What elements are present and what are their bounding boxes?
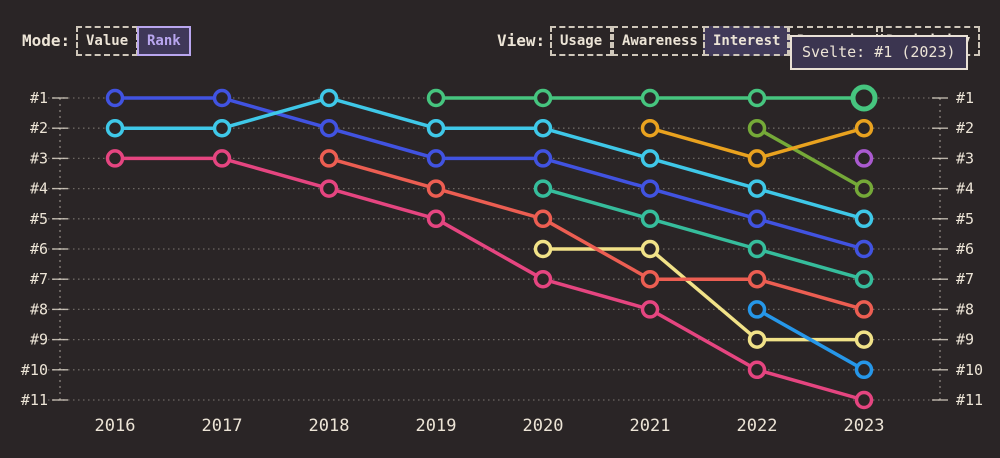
series-line-blue <box>113 96 866 251</box>
y-axis-label-right: #11 <box>956 391 983 409</box>
data-point-pink[interactable] <box>105 149 125 168</box>
y-axis-label-left: #10 <box>21 361 48 379</box>
data-point-cyan[interactable] <box>426 118 446 138</box>
x-axis-label: 2019 <box>416 416 457 436</box>
y-axis-label-right: #3 <box>956 149 974 167</box>
data-point-cyan[interactable] <box>854 209 874 229</box>
data-point-salmon[interactable] <box>426 179 446 198</box>
series-line-lime <box>755 126 866 191</box>
data-point-salmon[interactable] <box>747 269 767 289</box>
data-point-yellow[interactable] <box>854 330 874 349</box>
data-point-blue[interactable] <box>640 179 660 198</box>
data-point-sky[interactable] <box>747 300 767 319</box>
data-point-teal[interactable] <box>854 269 874 289</box>
data-point-lime[interactable] <box>747 118 767 138</box>
y-axis-label-right: #9 <box>956 331 974 349</box>
data-point-green[interactable] <box>426 88 446 108</box>
data-point-cyan[interactable] <box>533 118 553 138</box>
y-axis-label-right: #6 <box>956 240 974 258</box>
data-point-cyan[interactable] <box>640 149 660 168</box>
data-point-cyan[interactable] <box>319 88 339 108</box>
series-line-sky <box>755 307 866 372</box>
y-axis-label-left: #5 <box>30 210 48 228</box>
x-axis-label: 2022 <box>737 416 778 436</box>
y-axis-label-right: #5 <box>956 210 974 228</box>
data-point-green[interactable] <box>533 88 553 108</box>
data-point-pink[interactable] <box>319 179 339 198</box>
data-point-blue[interactable] <box>854 239 874 259</box>
data-point-pink[interactable] <box>212 149 232 168</box>
series-line-cyan <box>113 96 866 221</box>
y-axis-label-right: #4 <box>956 180 974 198</box>
data-point-blue[interactable] <box>319 118 339 138</box>
data-point-teal[interactable] <box>533 179 553 198</box>
y-axis-label-right: #7 <box>956 270 974 288</box>
y-axis-label-right: #1 <box>956 89 974 107</box>
x-axis-label: 2023 <box>844 416 885 436</box>
series-line-teal <box>541 186 866 281</box>
data-point-pink[interactable] <box>426 209 446 229</box>
data-point-orange[interactable] <box>747 149 767 168</box>
data-point-pink[interactable] <box>747 360 767 380</box>
y-axis-label-left: #1 <box>30 89 48 107</box>
x-axis-label: 2021 <box>630 416 671 436</box>
y-axis-label-left: #6 <box>30 240 48 258</box>
data-point-orange[interactable] <box>854 118 874 138</box>
y-axis-label-left: #8 <box>30 300 48 318</box>
x-axis-label: 2017 <box>202 416 243 436</box>
y-axis-label-right: #2 <box>956 119 974 137</box>
data-point-teal[interactable] <box>640 209 660 229</box>
series-line-pink <box>113 156 866 402</box>
y-axis-label-right: #8 <box>956 300 974 318</box>
data-point-green[interactable] <box>640 88 660 108</box>
data-point-blue[interactable] <box>747 209 767 229</box>
data-point-cyan[interactable] <box>212 118 232 138</box>
y-axis-label-left: #9 <box>30 331 48 349</box>
series-line-salmon <box>327 156 866 312</box>
y-axis-label-left: #11 <box>21 391 48 409</box>
data-point-sky[interactable] <box>854 360 874 380</box>
y-axis-label-left: #2 <box>30 119 48 137</box>
data-point-pink[interactable] <box>533 269 553 289</box>
data-point-blue[interactable] <box>105 88 125 108</box>
view-button-usage[interactable]: Usage <box>550 26 613 56</box>
data-point-pink[interactable] <box>640 300 660 319</box>
data-point-salmon[interactable] <box>854 300 874 319</box>
data-point-pink[interactable] <box>854 390 874 410</box>
x-axis-label: 2016 <box>95 416 136 436</box>
view-label: View: <box>497 31 546 50</box>
data-point-yellow[interactable] <box>747 330 767 349</box>
data-point-cyan[interactable] <box>747 179 767 198</box>
data-point-blue[interactable] <box>212 88 232 108</box>
mode-button-rank[interactable]: Rank <box>137 26 191 56</box>
y-axis-label-left: #4 <box>30 180 48 198</box>
y-axis-label-left: #3 <box>30 149 48 167</box>
data-point-green[interactable] <box>747 88 767 108</box>
data-point-cyan[interactable] <box>105 118 125 138</box>
data-point-blue[interactable] <box>426 149 446 168</box>
chart-tooltip: Svelte: #1 (2023) <box>790 35 968 70</box>
y-axis-label-right: #10 <box>956 361 983 379</box>
data-point-lime[interactable] <box>854 179 874 198</box>
data-point-orange[interactable] <box>640 118 660 138</box>
data-point-teal[interactable] <box>747 239 767 259</box>
data-point-purple[interactable] <box>854 149 874 168</box>
tooltip-text: Svelte: #1 (2023) <box>802 43 956 61</box>
view-button-interest[interactable]: Interest <box>703 26 791 56</box>
y-axis-label-left: #7 <box>30 270 48 288</box>
x-axis-label: 2020 <box>523 416 564 436</box>
data-point-salmon[interactable] <box>319 149 339 168</box>
mode-label: Mode: <box>22 31 71 50</box>
data-point-salmon[interactable] <box>533 209 553 229</box>
data-point-yellow[interactable] <box>640 239 660 259</box>
data-point-yellow[interactable] <box>533 239 553 259</box>
data-point-salmon[interactable] <box>640 269 660 289</box>
data-point-blue[interactable] <box>533 149 553 168</box>
x-axis-label: 2018 <box>309 416 350 436</box>
data-point-green[interactable] <box>850 84 878 112</box>
